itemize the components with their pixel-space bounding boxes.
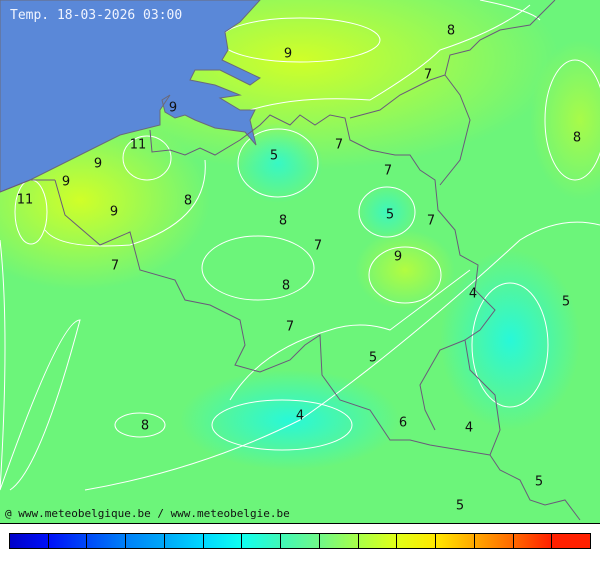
color-scale-segment: [552, 534, 591, 548]
color-scale-segment: [397, 534, 437, 548]
credit-text: @ www.meteobelgique.be / www.meteobelgie…: [5, 507, 290, 520]
warm-area: [355, 230, 455, 310]
temperature-label: 7: [424, 68, 432, 83]
temperature-label: 5: [386, 208, 394, 223]
temperature-label: 11: [17, 193, 34, 208]
temperature-label: 5: [535, 475, 543, 490]
color-scale-segment: [10, 534, 49, 548]
temperature-map: 9 8 7 9 11 5 7 8 9 9 7 11 9 8 5 7 8 7 9 7 8 4 5 7 5 4 6 4 8 5 5: [0, 0, 600, 524]
temperature-label: 8: [282, 279, 290, 294]
color-scale-segment: [87, 534, 127, 548]
color-scale-segment: [281, 534, 320, 548]
color-scale-segment: [242, 534, 282, 548]
temperature-label: 9: [284, 47, 292, 62]
temperature-label: 9: [110, 205, 118, 220]
temperature-label: 4: [469, 287, 477, 302]
cool-area: [440, 250, 580, 430]
isolines: [0, 0, 600, 491]
temperature-label: 11: [130, 138, 147, 153]
temperature-label: 5: [369, 351, 377, 366]
color-scale-bar: [9, 533, 591, 549]
temperature-label: 4: [465, 421, 473, 436]
temperature-label: 8: [573, 131, 581, 146]
color-scale-segment: [164, 534, 204, 548]
temperature-label: 9: [169, 101, 177, 116]
color-scale-segment: [203, 534, 243, 548]
temperature-label: 5: [456, 499, 464, 514]
temperature-labels: 9 8 7 9 11 5 7 8 9 9 7 11 9 8 5 7 8 7 9 7 8 4 5 7 5 4 6 4 8 5 5: [17, 24, 581, 514]
temperature-label: 5: [562, 295, 570, 310]
cool-area: [357, 184, 417, 240]
temperature-label: 7: [111, 259, 119, 274]
temperature-label: 8: [141, 419, 149, 434]
map-title: Temp. 18-03-2026 03:00: [10, 8, 183, 23]
color-scale-segment: [513, 534, 553, 548]
color-scale-segment: [126, 534, 165, 548]
color-scale-segment: [358, 534, 398, 548]
temperature-label: 7: [335, 138, 343, 153]
color-scale-segment: [319, 534, 359, 548]
color-scale-segment: [436, 534, 475, 548]
map-bottom-border: [0, 523, 600, 524]
sea: [0, 0, 261, 193]
temperature-label: 7: [314, 239, 322, 254]
temperature-label: 7: [384, 164, 392, 179]
country-borders: [0, 0, 581, 521]
color-scale-segment: [48, 534, 88, 548]
color-scale-segment: [474, 534, 514, 548]
temperature-label: 6: [399, 416, 407, 431]
temperature-label: 7: [286, 320, 294, 335]
temperature-label: 5: [270, 149, 278, 164]
temperature-label: 9: [94, 157, 102, 172]
temperature-label: 8: [184, 194, 192, 209]
temperature-label: 7: [427, 214, 435, 229]
warm-area: [530, 40, 600, 200]
temperature-label: 9: [62, 175, 70, 190]
temperature-label: 8: [447, 24, 455, 39]
temperature-label: 8: [279, 214, 287, 229]
temperature-label: 9: [394, 250, 402, 265]
cool-area: [180, 370, 400, 470]
temperature-label: 4: [296, 409, 304, 424]
